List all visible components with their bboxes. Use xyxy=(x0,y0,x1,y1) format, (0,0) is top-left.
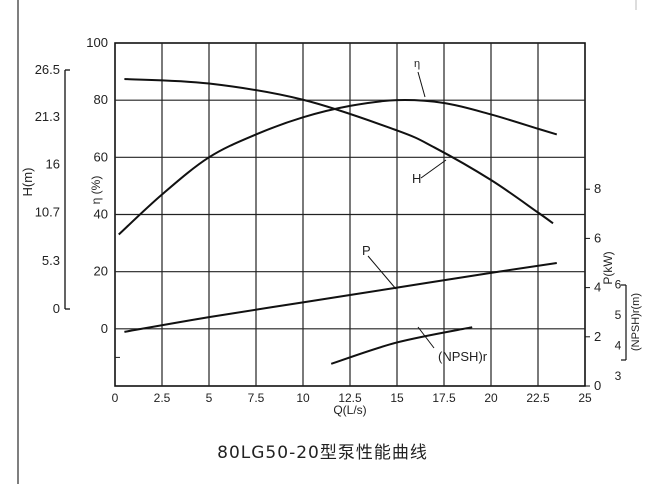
x-tick-label: 12.5 xyxy=(338,391,362,405)
x-tick-label: 17.5 xyxy=(432,391,456,405)
series-curve-p xyxy=(124,262,557,333)
p-tick-label: 8 xyxy=(594,181,601,196)
x-tick-label: 0 xyxy=(112,391,119,405)
series-curve-eta xyxy=(118,99,558,236)
eta-tick-label: 80 xyxy=(94,92,108,107)
x-tick-label: 25 xyxy=(578,391,592,405)
h-tick-label: 26.5 xyxy=(35,62,60,77)
npsh-tick-label: 6 xyxy=(615,278,622,292)
h-tick-label: 16 xyxy=(46,157,60,172)
p-tick-label: 6 xyxy=(594,230,601,245)
x-axis-label: Q(L/s) xyxy=(333,403,366,417)
eta-tick-label: 100 xyxy=(86,35,108,50)
p-tick-label: 0 xyxy=(594,378,601,393)
h-tick-label: 0 xyxy=(53,301,60,316)
x-tick-label: 5 xyxy=(206,391,213,405)
eta-axis-label: η (%) xyxy=(89,176,103,205)
h-tick-label: 5.3 xyxy=(42,253,60,268)
p-tick-label: 4 xyxy=(594,280,601,295)
eta-tick-label: 60 xyxy=(94,149,108,164)
eta-tick-label: 0 xyxy=(101,321,108,336)
series-curve-h xyxy=(124,78,554,225)
eta-tick-label: 20 xyxy=(94,264,108,279)
p-tick-label: 2 xyxy=(594,329,601,344)
series-label: η xyxy=(414,58,420,70)
npsh-axis-label: (NPSH)r(m) xyxy=(630,293,642,351)
series-label: (NPSH)r xyxy=(438,349,488,364)
series-leader-line xyxy=(417,326,435,349)
npsh-tick-label: 3 xyxy=(615,369,622,383)
figure-caption: 80LG50-20型泵性能曲线 xyxy=(217,443,428,463)
series-leader-line xyxy=(417,71,426,98)
npsh-tick-label: 5 xyxy=(615,308,622,322)
npsh-tick-label: 4 xyxy=(615,339,622,353)
series-leader-line xyxy=(367,255,397,290)
x-tick-label: 22.5 xyxy=(526,391,550,405)
x-tick-label: 2.5 xyxy=(154,391,171,405)
h-tick-label: 10.7 xyxy=(35,204,60,219)
x-tick-label: 20 xyxy=(484,391,498,405)
eta-tick-label: 40 xyxy=(94,207,108,222)
x-tick-label: 7.5 xyxy=(248,391,265,405)
series-label: P xyxy=(362,243,371,258)
x-tick-label: 15 xyxy=(390,391,404,405)
p-axis-label: P(kW) xyxy=(601,251,615,284)
series-curve-npsh xyxy=(330,326,473,365)
series-label: H xyxy=(412,171,421,186)
h-axis-label: H(m) xyxy=(20,168,35,197)
h-tick-label: 21.3 xyxy=(35,109,60,124)
x-tick-label: 10 xyxy=(296,391,310,405)
series-leader-line xyxy=(420,159,447,179)
